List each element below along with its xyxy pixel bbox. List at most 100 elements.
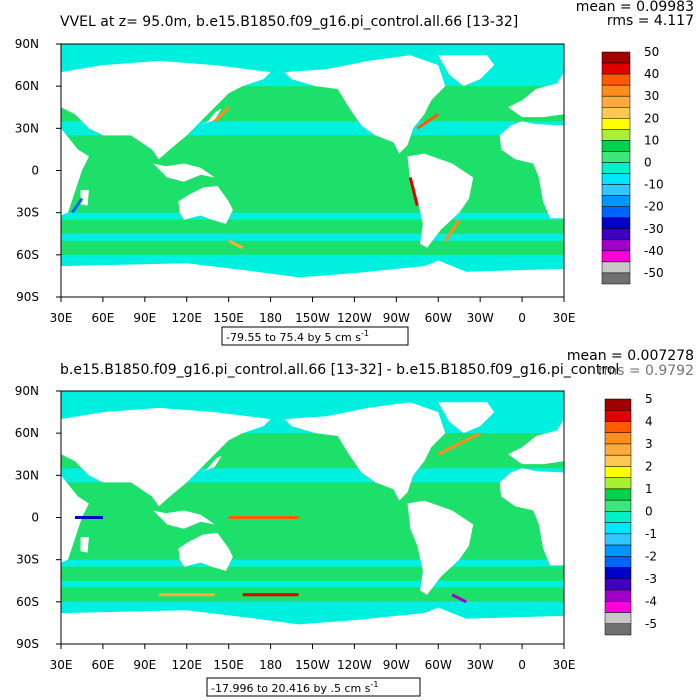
current-streak xyxy=(227,239,244,250)
panel-1-title: VVEL at z= 95.0m, b.e15.B1850.f09_g16.pi… xyxy=(60,14,518,30)
current-streak xyxy=(437,431,481,456)
y-tick-label: 90S xyxy=(16,637,39,651)
panel-1-range-border xyxy=(221,326,409,346)
colorbar-label: -1 xyxy=(645,527,657,541)
current-streak xyxy=(213,106,230,123)
colorbar-label: -20 xyxy=(644,200,664,214)
colorbar-swatch xyxy=(601,261,631,274)
current-streak xyxy=(443,218,461,242)
colorbar-swatch xyxy=(601,140,631,152)
land-indonesia xyxy=(153,510,215,529)
colorbar-label: 4 xyxy=(645,414,653,428)
y-tick-label: 30S xyxy=(16,206,39,220)
x-tick-label: 180 xyxy=(259,658,282,672)
colorbar-swatch xyxy=(604,522,632,535)
y-tick-label: 0 xyxy=(31,511,39,525)
colorbar-swatch xyxy=(601,217,631,230)
y-tick-label: 60N xyxy=(15,426,39,440)
colorbar-swatch xyxy=(604,421,632,433)
land-north-america xyxy=(284,55,446,154)
zonal-band xyxy=(61,135,564,213)
zonal-band xyxy=(61,219,564,234)
y-tick-label: 90N xyxy=(15,384,39,398)
zonal-band xyxy=(61,587,564,602)
colorbar-swatch xyxy=(604,567,632,580)
panel-1: VVEL at z= 95.0m, b.e15.B1850.f09_g16.pi… xyxy=(15,0,694,346)
panel-1-rms: rms = 4.117 xyxy=(607,13,694,29)
land-japan xyxy=(200,108,222,126)
colorbar-label: 0 xyxy=(644,155,652,169)
land-indonesia xyxy=(153,163,215,182)
land-south-america xyxy=(407,500,474,595)
panel-2-zonal-bands xyxy=(61,433,564,602)
colorbar-swatch xyxy=(604,533,632,546)
colorbar-swatch xyxy=(604,443,632,456)
colorbar-label: -30 xyxy=(644,222,664,236)
colorbar-label: 30 xyxy=(644,89,659,103)
colorbar-swatch xyxy=(604,544,632,557)
current-streak xyxy=(416,113,440,130)
x-tick-label: 60W xyxy=(425,311,452,325)
colorbar-swatch xyxy=(604,409,632,422)
x-tick-label: 180 xyxy=(259,311,282,325)
colorbar-swatch xyxy=(601,206,631,218)
panel-2-range-border xyxy=(206,677,421,697)
x-tick-label: 0 xyxy=(518,311,526,325)
current-streak xyxy=(408,177,419,207)
x-tick-label: 0 xyxy=(518,658,526,672)
panel-2-anomaly-streaks xyxy=(74,431,481,604)
colorbar-swatch xyxy=(604,454,632,467)
colorbar-swatch xyxy=(604,432,632,445)
panel-1-colorbar: 50 40 30 20 10 0 -10 -20 -30 -40 -50 xyxy=(601,45,664,285)
x-tick-label: 60W xyxy=(425,658,452,672)
panel-2-rms: rms = 0.9792 xyxy=(598,363,694,379)
colorbar-label: 2 xyxy=(645,459,653,473)
panel-2-range-text: -17.996 to 20.416 by .5 cm s xyxy=(211,682,371,695)
colorbar-swatch xyxy=(601,239,631,252)
colorbar-swatch xyxy=(601,250,631,263)
colorbar-swatch xyxy=(601,195,631,207)
x-tick-label: 30E xyxy=(553,658,576,672)
panel-2-range-box: -17.996 to 20.416 by .5 cm s-1 xyxy=(206,677,421,697)
panel-1-map xyxy=(61,44,564,297)
land-europe-west xyxy=(508,419,564,465)
colorbar-swatch xyxy=(604,556,632,568)
x-tick-label: 60E xyxy=(91,658,114,672)
land-madagascar xyxy=(80,190,89,206)
land-antarctica xyxy=(61,607,564,644)
land-australia xyxy=(178,185,233,224)
colorbar-label: 1 xyxy=(645,482,653,496)
colorbar-swatch xyxy=(601,95,631,108)
y-tick-label: 60N xyxy=(15,79,39,93)
colorbar-swatch xyxy=(601,73,631,86)
colorbar-swatch xyxy=(601,184,631,196)
land-madagascar xyxy=(80,537,89,553)
colorbar-label: 5 xyxy=(645,392,653,406)
colorbar-swatch xyxy=(604,589,632,602)
panel-1-y-ticks: 90N 60N 30N 0 30S 60S 90S xyxy=(15,37,61,304)
colorbar-label: -10 xyxy=(644,178,664,192)
land-eurasia xyxy=(61,407,271,507)
panel-1-x-ticks: 30E 60E 90E 120E 150E 180 150W 120W 90W 60W 30W 0 30… xyxy=(50,297,576,325)
panel-2-mean: mean = 0.007278 xyxy=(567,348,694,364)
colorbar-label: 40 xyxy=(644,67,659,81)
panel-1-range-box: -79.55 to 75.4 by 5 cm s-1 xyxy=(221,326,409,346)
land-south-america xyxy=(407,153,474,248)
colorbar-swatch xyxy=(601,162,631,174)
x-tick-label: 30E xyxy=(553,311,576,325)
x-tick-label: 150W xyxy=(295,311,330,325)
panel-2-range-label: -17.996 to 20.416 by .5 cm s-1 xyxy=(211,680,378,695)
land-antarctica xyxy=(61,260,564,297)
y-tick-label: 90S xyxy=(16,290,39,304)
land-europe-west xyxy=(508,72,564,118)
x-tick-label: 90E xyxy=(133,658,156,672)
panel-1-range-label: -79.55 to 75.4 by 5 cm s-1 xyxy=(226,329,369,344)
colorbar-swatch xyxy=(604,623,632,636)
colorbar-label: 0 xyxy=(645,504,653,518)
colorbar-label: -4 xyxy=(645,594,657,608)
colorbar-swatch xyxy=(601,106,631,119)
x-tick-label: 60E xyxy=(91,311,114,325)
colorbar-swatch xyxy=(604,511,632,523)
panel-1-range-text: -79.55 to 75.4 by 5 cm s xyxy=(226,331,361,344)
panel-1-land xyxy=(61,55,564,297)
